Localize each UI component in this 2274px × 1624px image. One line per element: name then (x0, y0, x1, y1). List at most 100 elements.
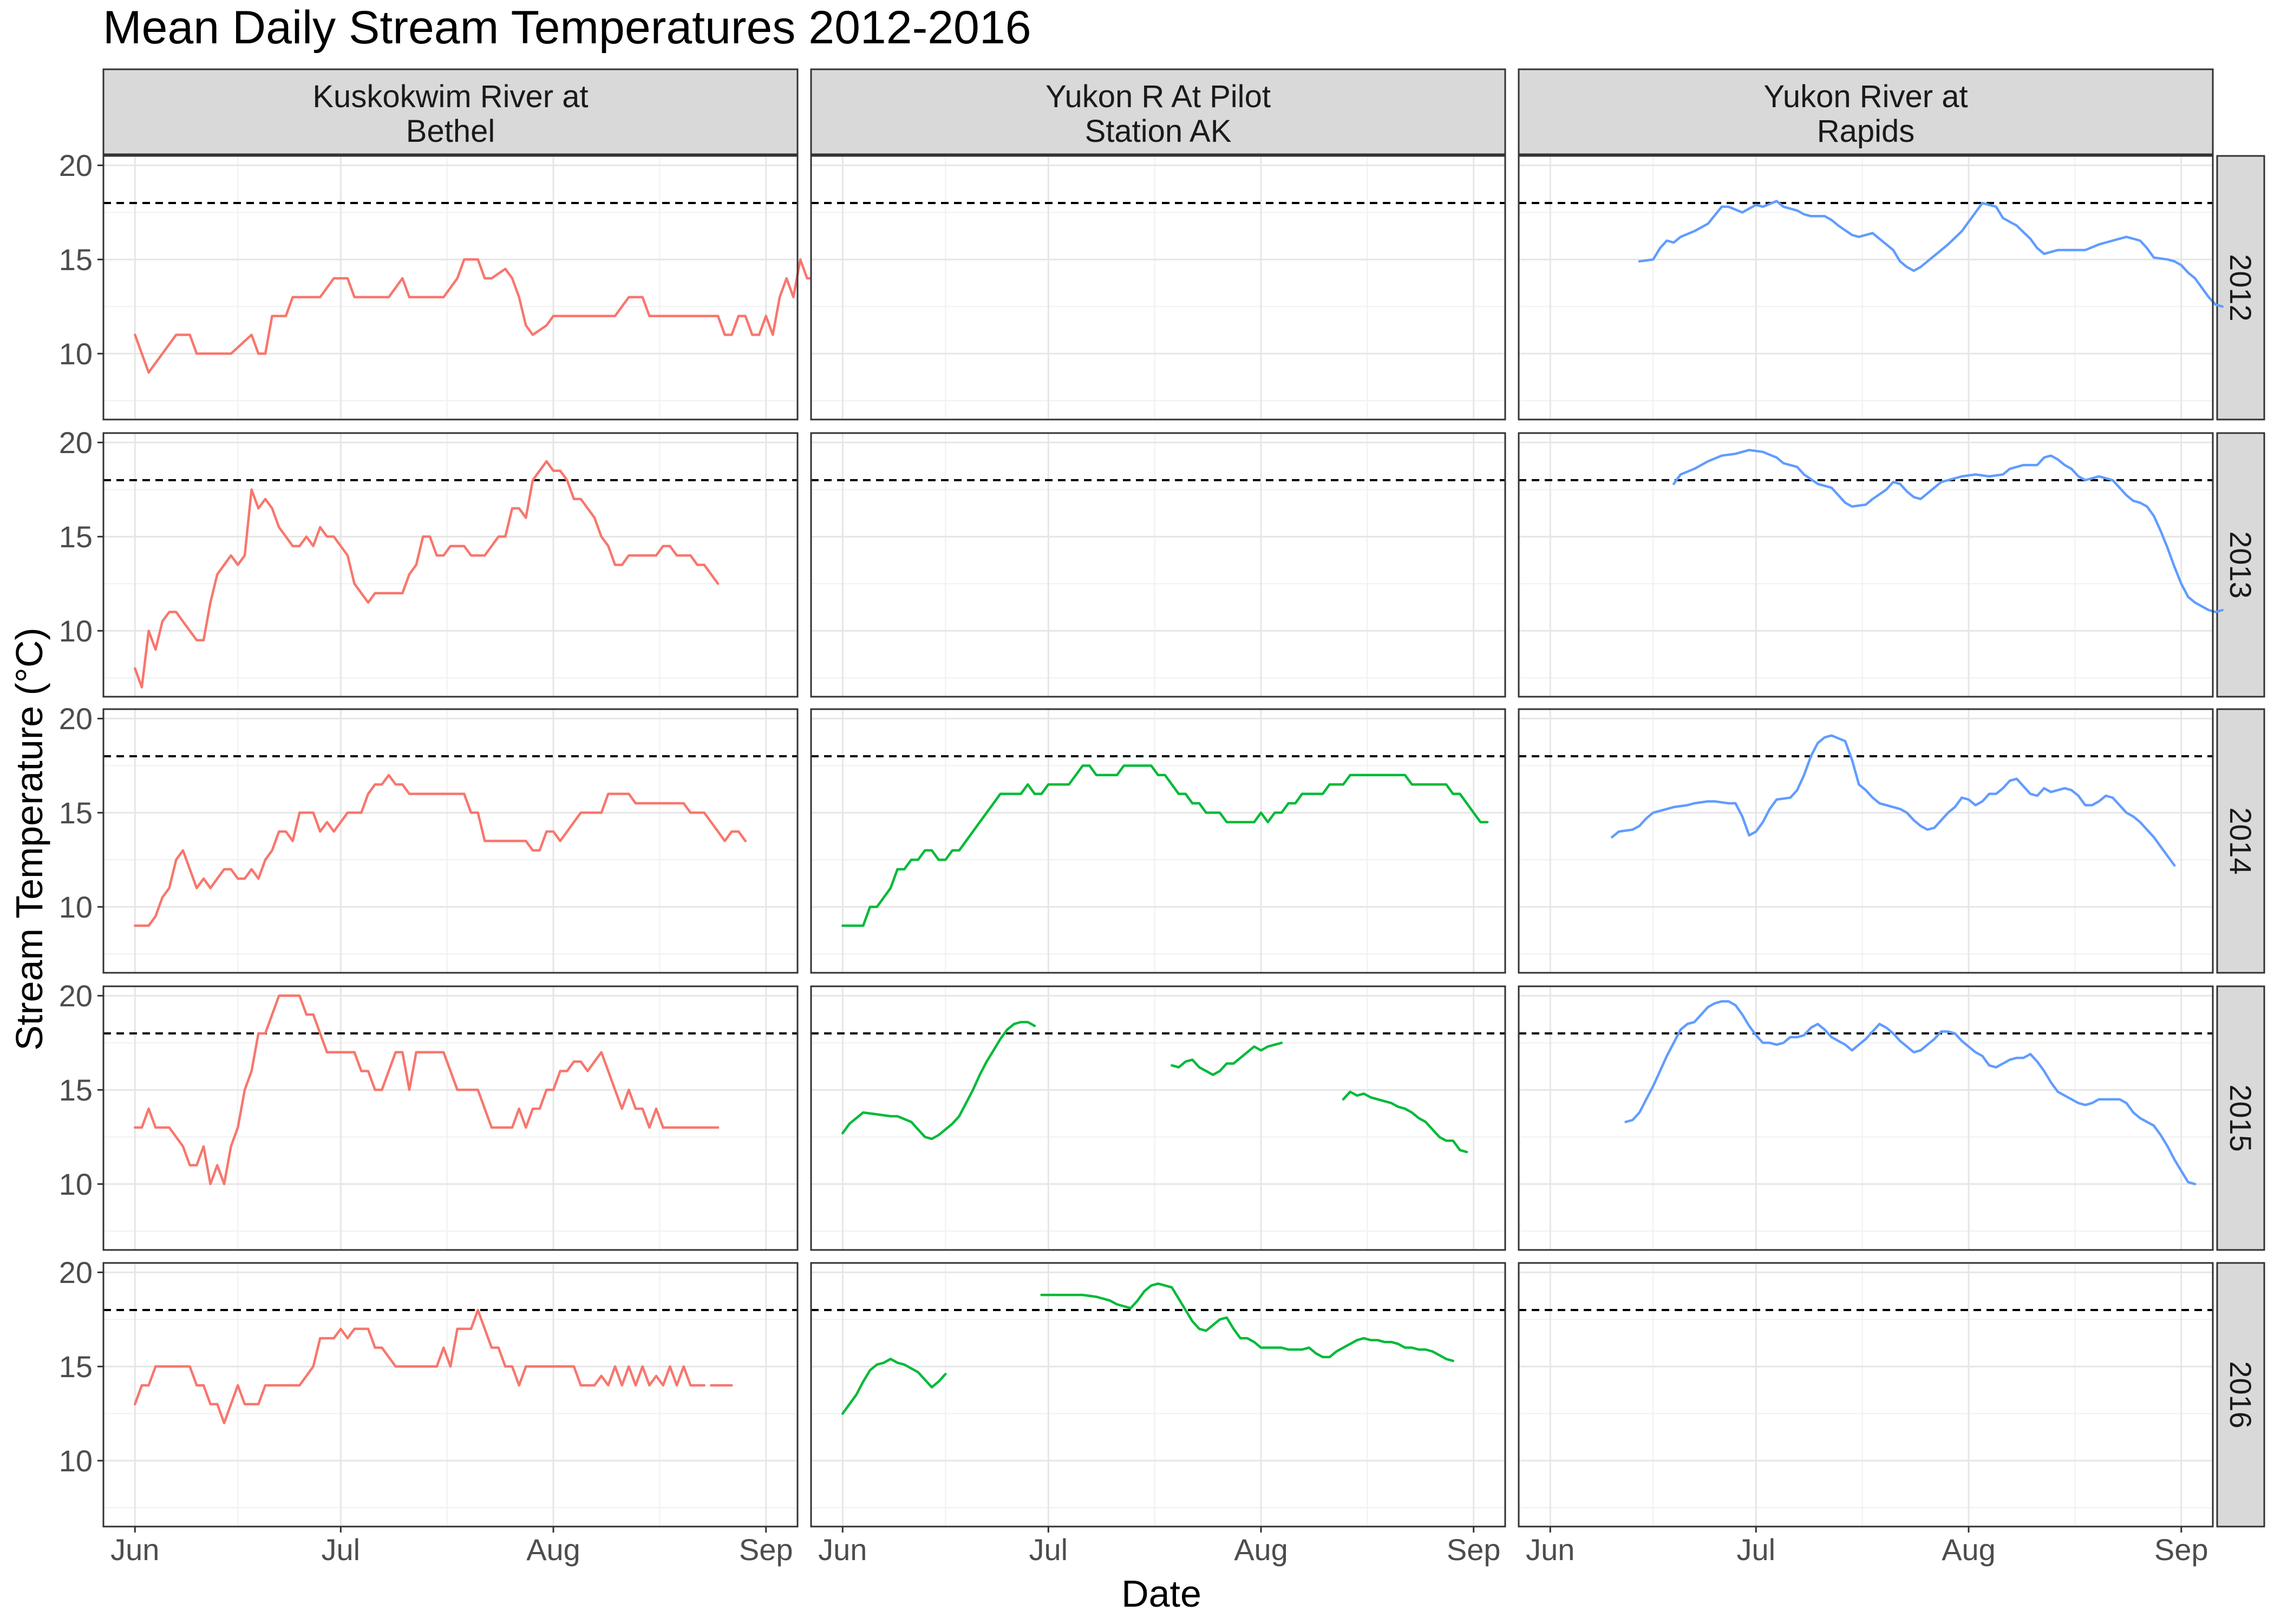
series-line (134, 258, 836, 374)
y-tick-label: 10 (59, 337, 93, 371)
panel-border (810, 985, 1506, 1251)
row-strip-label: 2016 (2224, 1361, 2258, 1429)
series-line (1611, 734, 2176, 867)
y-tick-label: 20 (59, 979, 93, 1013)
series-line (134, 1308, 705, 1424)
series-line (1171, 1042, 1283, 1076)
y-tick-label: 10 (59, 1167, 93, 1201)
panel-border (102, 708, 799, 974)
facet-panel (810, 985, 1506, 1251)
panel-background (1519, 156, 2213, 420)
row-strip-bg (2216, 432, 2265, 698)
y-tick-label: 10 (59, 1444, 93, 1478)
facet-panel (102, 432, 799, 698)
column-strip-label: Yukon River at (1763, 79, 1968, 114)
y-tick-label: 15 (59, 520, 93, 554)
column-strip-bg (810, 68, 1506, 155)
row-strip: 2016 (2216, 1262, 2265, 1528)
facet-panel (102, 985, 799, 1251)
row-strip-label: 2012 (2224, 254, 2258, 322)
panel-background (103, 433, 798, 697)
x-tick-label: Sep (2154, 1533, 2208, 1567)
x-tick-label: Jun (110, 1533, 159, 1567)
column-strip-label: Yukon R At Pilot (1045, 79, 1271, 114)
facet-panel (1518, 155, 2224, 421)
y-tick-label: 15 (59, 1350, 93, 1384)
panel-background (811, 156, 1505, 420)
y-tick-label: 20 (59, 702, 93, 736)
y-tick-label: 20 (59, 148, 93, 182)
y-tick-label: 10 (59, 614, 93, 648)
x-tick-label: Jul (322, 1533, 361, 1567)
row-strip-label: 2013 (2224, 531, 2258, 599)
chart-title: Mean Daily Stream Temperatures 2012-2016 (103, 2, 1031, 54)
panel-border (810, 1262, 1506, 1528)
column-strip-label: Rapids (1817, 114, 1915, 149)
facet-panel (1518, 985, 2214, 1251)
x-tick-label: Jun (818, 1533, 867, 1567)
series-line (841, 1020, 1036, 1141)
facet-panel (810, 155, 1506, 421)
panel-background (1519, 986, 2213, 1250)
facet-panel (1518, 1262, 2214, 1528)
facet-panel (1518, 432, 2224, 698)
column-strip-label: Bethel (406, 114, 495, 149)
y-tick-label: 15 (59, 1073, 93, 1107)
panel-background (811, 986, 1505, 1250)
x-tick-label: Aug (1942, 1533, 1996, 1567)
series-line (134, 994, 720, 1186)
y-tick-label: 20 (59, 1255, 93, 1289)
x-tick-label: Sep (1447, 1533, 1501, 1567)
panel-border (1518, 432, 2214, 698)
x-tick-label: Aug (1234, 1533, 1288, 1567)
series-line (841, 764, 1489, 927)
panel-border (1518, 155, 2214, 421)
row-strip-bg (2216, 155, 2265, 421)
y-tick-label: 20 (59, 425, 93, 460)
x-tick-label: Jun (1526, 1533, 1574, 1567)
row-strip-bg (2216, 985, 2265, 1251)
panel-background (811, 709, 1505, 973)
y-tick-label: 15 (59, 796, 93, 830)
panel-background (1519, 709, 2213, 973)
panel-background (811, 1263, 1505, 1527)
column-strip-bg (102, 68, 799, 155)
panel-border (102, 155, 799, 421)
panel-background (1519, 1263, 2213, 1527)
facet-panel (102, 1262, 799, 1528)
facet-panel (810, 708, 1506, 974)
row-strip-label: 2015 (2224, 1084, 2258, 1152)
panel-border (810, 708, 1506, 974)
row-strip: 2014 (2216, 708, 2265, 974)
series-line (1342, 1090, 1468, 1154)
panel-border (102, 1262, 799, 1528)
x-axis-ticks: Jun Jul Aug Sep Jun Jul Aug Sep Jun Jul Aug Sep (110, 1527, 2208, 1567)
y-tick-label: 15 (59, 243, 93, 277)
facet-panel (1518, 708, 2214, 974)
panel-border (1518, 708, 2214, 974)
panel-border (1518, 985, 2214, 1251)
series-line (1040, 1282, 1454, 1363)
panel-border (810, 155, 1506, 421)
y-axis-ticks: 10 15 20 10 15 20 10 15 20 10 15 20 10 15 20 (59, 148, 103, 1478)
row-strip: 2012 (2216, 155, 2265, 421)
row-strip: 2013 (2216, 432, 2265, 698)
panel-border (102, 985, 799, 1251)
x-tick-label: Aug (526, 1533, 580, 1567)
row-strips: 2012 2013 2014 2015 2016 (2216, 155, 2265, 1528)
facet-panel (810, 1262, 1506, 1528)
column-strip-label: Station AK (1085, 114, 1232, 149)
panel-background (1519, 433, 2213, 697)
y-tick-label: 10 (59, 890, 93, 924)
column-strip-bg (1518, 68, 2214, 155)
panel-background (103, 709, 798, 973)
series-line (1672, 449, 2224, 613)
facet-panel (810, 432, 1506, 698)
x-tick-label: Sep (739, 1533, 793, 1567)
series-line (134, 460, 720, 689)
panel-background (103, 1263, 798, 1527)
